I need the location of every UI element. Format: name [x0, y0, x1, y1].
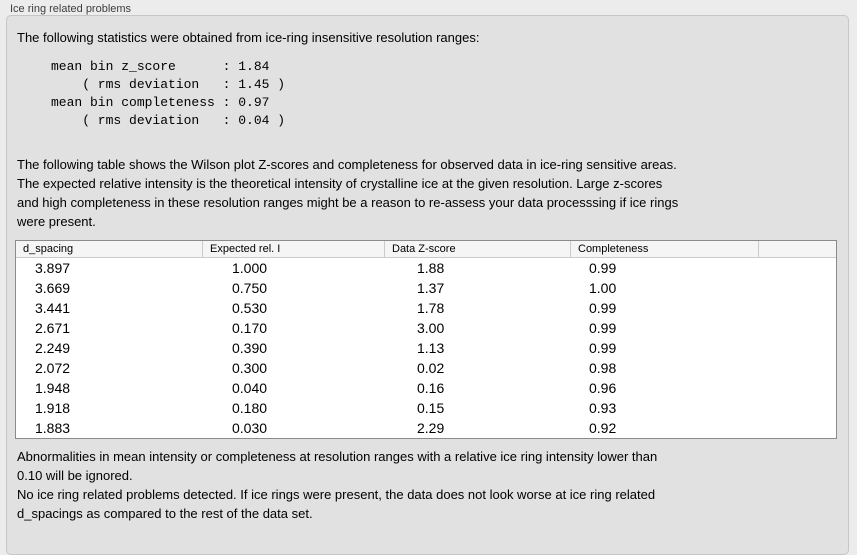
- table-cell: 1.948: [35, 380, 71, 396]
- table-cell: 0.99: [589, 320, 617, 336]
- table-cell-empty: [759, 358, 836, 378]
- table-cell: 2.249: [35, 340, 71, 356]
- table-cell: 1.918: [35, 400, 71, 416]
- table-cell: 0.99: [589, 300, 617, 316]
- table-body: 3.897 1.000 1.88 0.99 3.669 0.750 1.37 1.00 3.44…: [16, 258, 836, 438]
- table-cell: 1.00: [589, 280, 617, 296]
- table-row[interactable]: 1.918 0.180 0.15 0.93: [16, 398, 836, 418]
- table-cell: 0.92: [589, 420, 617, 436]
- column-header-completeness[interactable]: Completeness: [571, 241, 759, 257]
- panel-title: Ice ring related problems: [10, 3, 132, 15]
- table-row[interactable]: 3.897 1.000 1.88 0.99: [16, 258, 836, 278]
- column-header-d-spacing[interactable]: d_spacing: [16, 241, 203, 257]
- table-row[interactable]: 2.249 0.390 1.13 0.99: [16, 338, 836, 358]
- ice-ring-groupbox: The following statistics were obtained f…: [6, 15, 849, 555]
- table-cell: 1.13: [417, 340, 445, 356]
- table-cell-empty: [759, 418, 836, 438]
- table-cell-empty: [759, 278, 836, 298]
- table-row[interactable]: 2.671 0.170 3.00 0.99: [16, 318, 836, 338]
- stats-block: mean bin z_score : 1.84 ( rms deviation …: [51, 59, 286, 128]
- table-cell: 1.88: [417, 260, 445, 276]
- table-cell: 1.000: [232, 260, 268, 276]
- table-cell: 0.93: [589, 400, 617, 416]
- table-cell: 3.669: [35, 280, 71, 296]
- table-cell: 0.96: [589, 380, 617, 396]
- column-header-data-z-score[interactable]: Data Z-score: [385, 241, 571, 257]
- table-cell: 2.29: [417, 420, 445, 436]
- table-cell: 0.02: [417, 360, 445, 376]
- conclusion-text: No ice ring related problems detected. I…: [17, 487, 656, 521]
- column-header-expected-rel-i[interactable]: Expected rel. I: [203, 241, 385, 257]
- table-row[interactable]: 1.883 0.030 2.29 0.92: [16, 418, 836, 438]
- table-cell: 0.750: [232, 280, 268, 296]
- table-row[interactable]: 2.072 0.300 0.02 0.98: [16, 358, 836, 378]
- table-cell: 0.390: [232, 340, 268, 356]
- table-cell-empty: [759, 398, 836, 418]
- table-cell-empty: [759, 378, 836, 398]
- table-cell-empty: [759, 298, 836, 318]
- table-cell: 0.030: [232, 420, 268, 436]
- table-cell: 0.99: [589, 260, 617, 276]
- table-cell: 1.37: [417, 280, 445, 296]
- table-cell: 3.897: [35, 260, 71, 276]
- table-cell: 0.16: [417, 380, 445, 396]
- table-cell: 3.441: [35, 300, 71, 316]
- table-cell: 0.180: [232, 400, 268, 416]
- table-cell: 2.072: [35, 360, 71, 376]
- table-cell: 0.170: [232, 320, 268, 336]
- table-row[interactable]: 3.669 0.750 1.37 1.00: [16, 278, 836, 298]
- table-cell: 0.530: [232, 300, 268, 316]
- table-cell-empty: [759, 318, 836, 338]
- table-cell: 0.99: [589, 340, 617, 356]
- table-cell: 0.15: [417, 400, 445, 416]
- table-header-row: d_spacing Expected rel. I Data Z-score C…: [16, 241, 836, 258]
- table-cell: 2.671: [35, 320, 71, 336]
- table-cell-empty: [759, 258, 836, 278]
- table-cell: 0.040: [232, 380, 268, 396]
- table-cell: 3.00: [417, 320, 445, 336]
- description-text: The following table shows the Wilson plo…: [17, 157, 679, 229]
- table-cell-empty: [759, 338, 836, 358]
- table-cell: 1.883: [35, 420, 71, 436]
- table-row[interactable]: 3.441 0.530 1.78 0.99: [16, 298, 836, 318]
- table-cell: 1.78: [417, 300, 445, 316]
- table-cell: 0.300: [232, 360, 268, 376]
- column-header-empty: [759, 241, 836, 257]
- ice-ring-report-page: { "panel": { "title": "Ice ring related …: [6, 3, 849, 555]
- table-row[interactable]: 1.948 0.040 0.16 0.96: [16, 378, 836, 398]
- ice-ring-table: d_spacing Expected rel. I Data Z-score C…: [15, 240, 837, 439]
- intro-text: The following statistics were obtained f…: [17, 30, 480, 45]
- ignore-note-text: Abnormalities in mean intensity or compl…: [17, 449, 658, 483]
- table-cell: 0.98: [589, 360, 617, 376]
